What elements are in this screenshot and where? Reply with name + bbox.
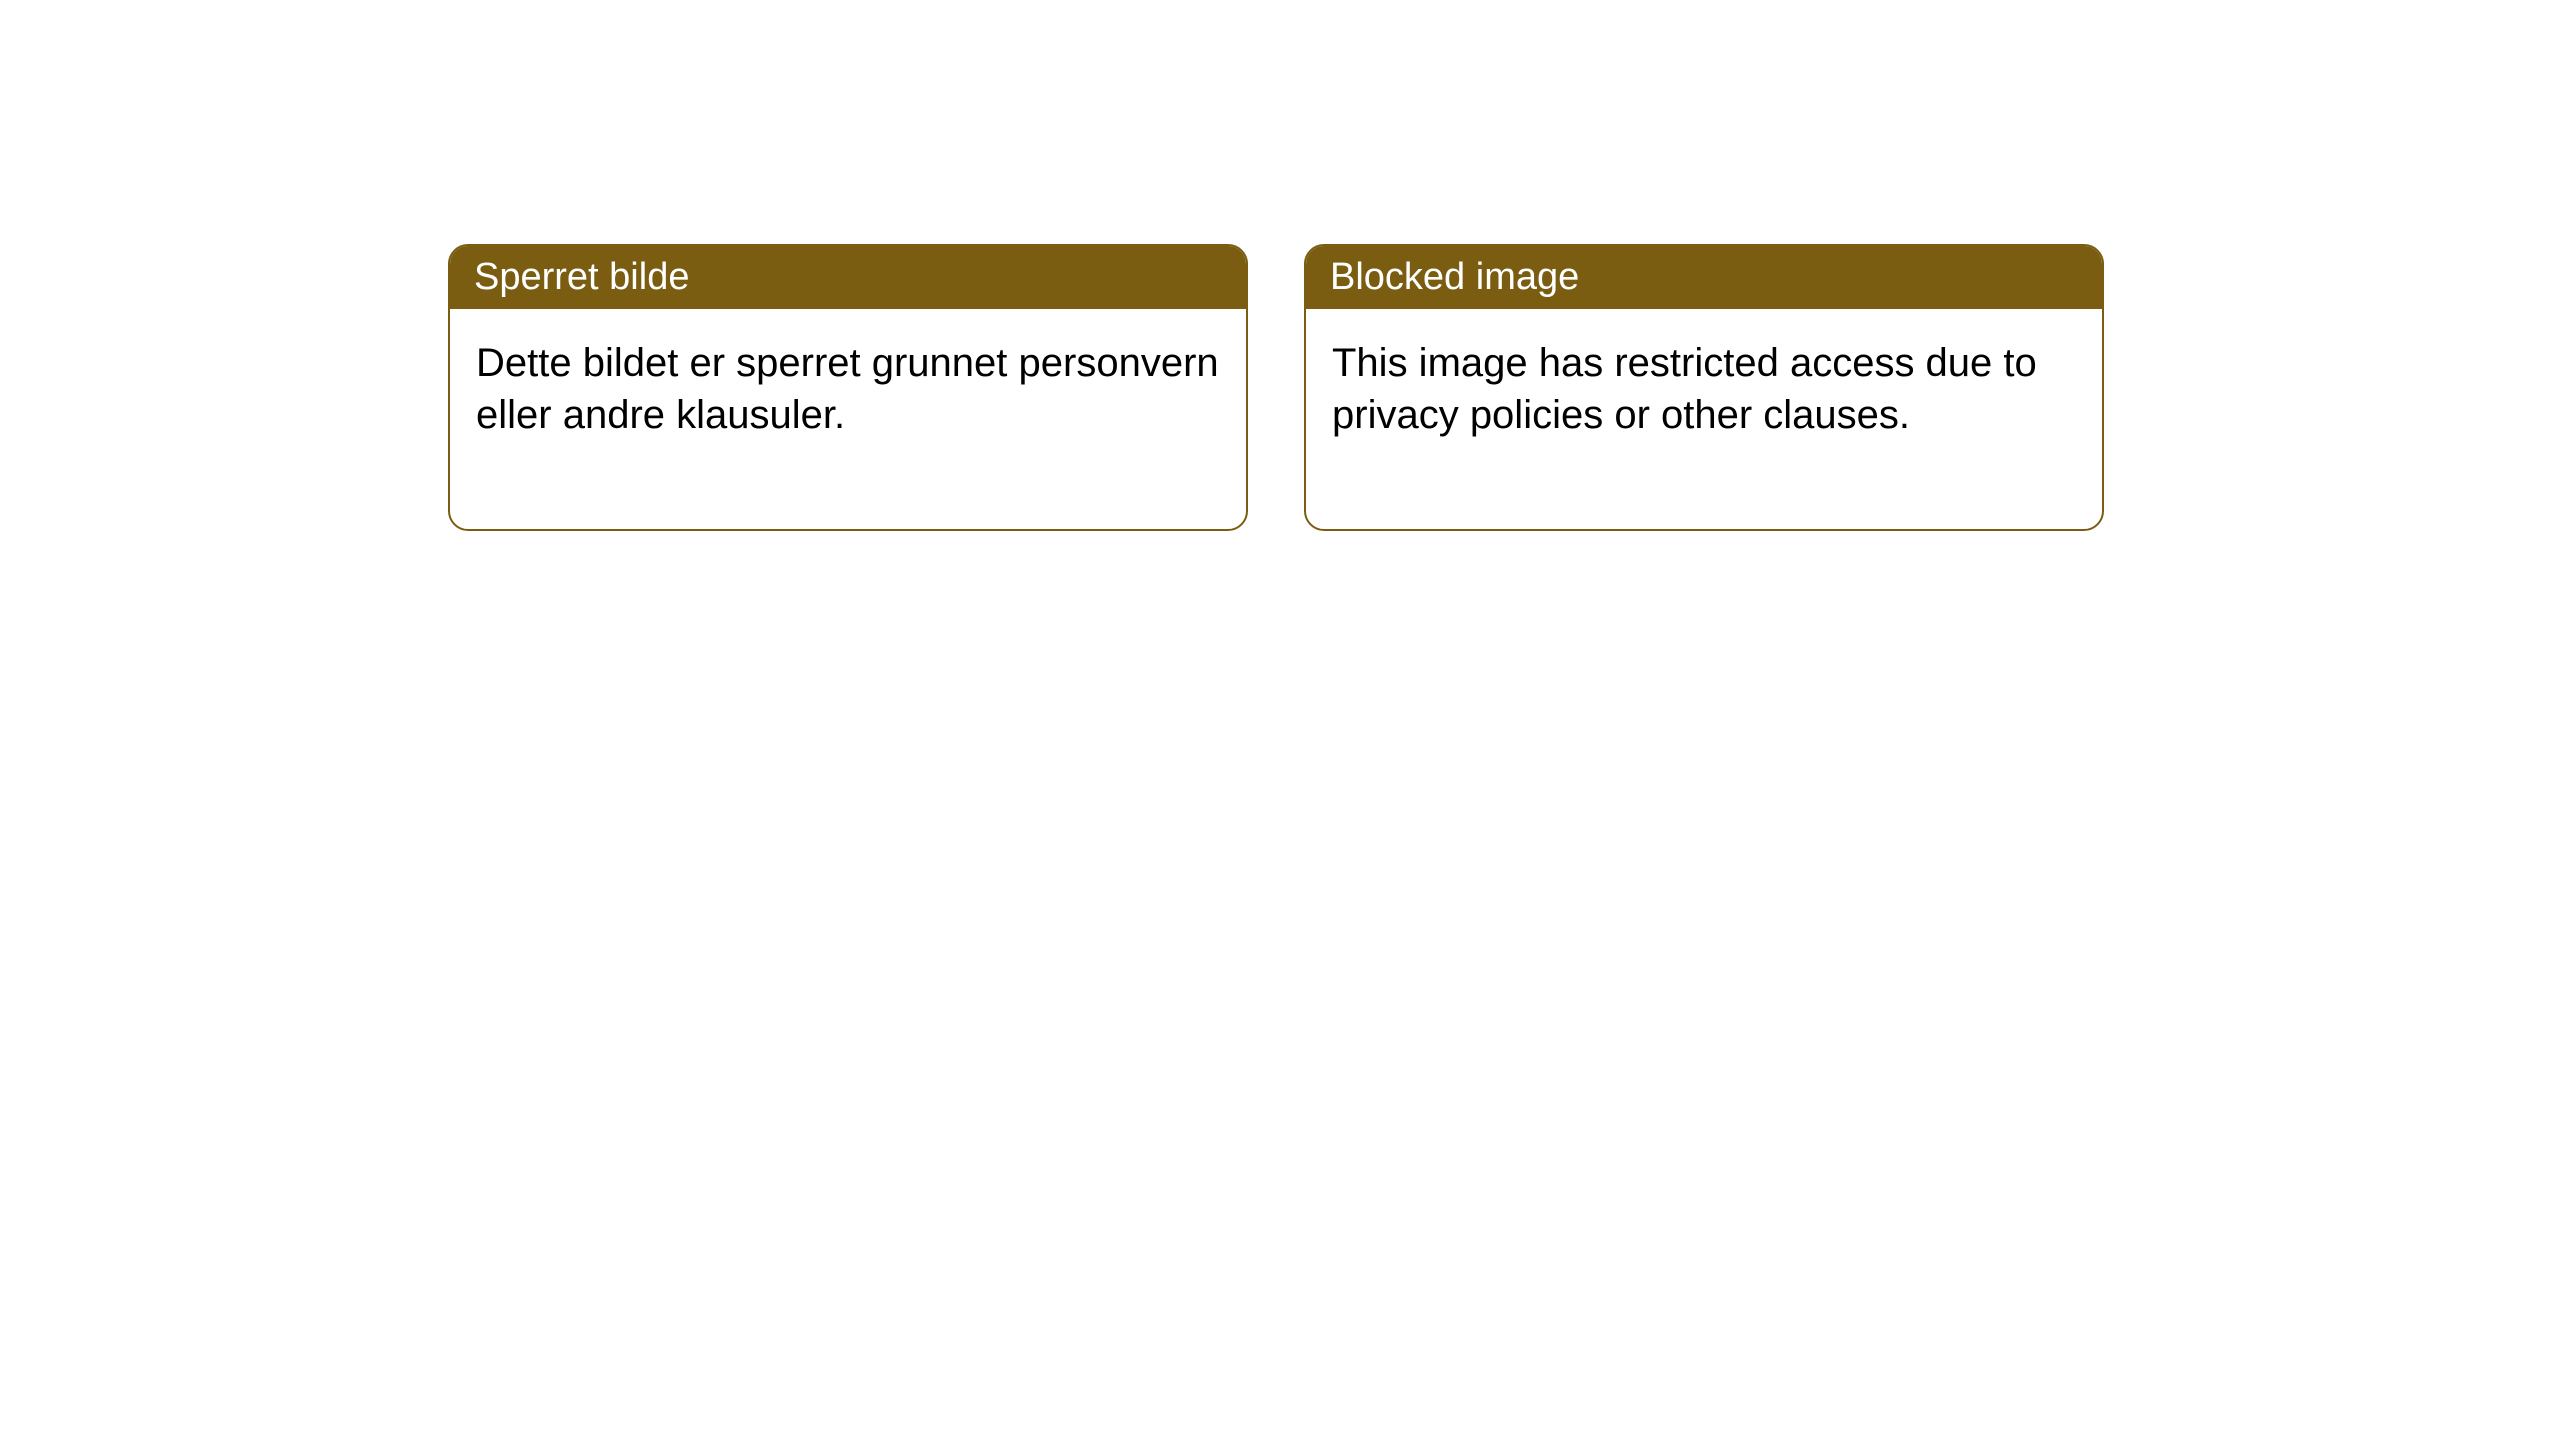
card-title: Sperret bilde bbox=[474, 256, 689, 298]
card-body: This image has restricted access due to … bbox=[1306, 309, 2102, 529]
notice-cards-container: Sperret bilde Dette bildet er sperret gr… bbox=[448, 244, 2104, 531]
card-title: Blocked image bbox=[1330, 256, 1579, 298]
card-body-text: Dette bildet er sperret grunnet personve… bbox=[476, 341, 1219, 437]
notice-card-english: Blocked image This image has restricted … bbox=[1304, 244, 2104, 531]
card-body-text: This image has restricted access due to … bbox=[1332, 341, 2037, 437]
card-header: Blocked image bbox=[1306, 246, 2102, 309]
notice-card-norwegian: Sperret bilde Dette bildet er sperret gr… bbox=[448, 244, 1248, 531]
card-body: Dette bildet er sperret grunnet personve… bbox=[450, 309, 1246, 529]
card-header: Sperret bilde bbox=[450, 246, 1246, 309]
